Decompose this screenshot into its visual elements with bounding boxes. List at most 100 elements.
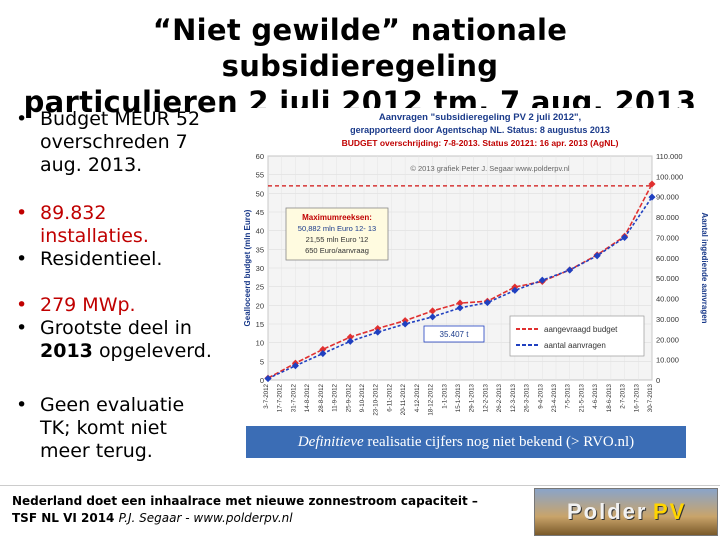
bullet-text: installaties.	[40, 225, 149, 247]
bullet-item: Geen evaluatie TK; komt niet meer terug.	[14, 394, 244, 463]
polderpv-logo: Polder PV	[534, 488, 718, 536]
y-right-tick: 110.000	[656, 152, 683, 161]
bullet-text: 279 MWp.	[40, 294, 136, 316]
x-tick: 6-11-2012	[386, 383, 393, 411]
x-tick: 18-12-2012	[428, 383, 435, 415]
bullet-text: 2013 opgeleverd.	[40, 340, 244, 363]
y-left-tick: 15	[256, 320, 264, 329]
bullet-item: Residentieel.	[14, 248, 244, 271]
x-tick: 3-7-2012	[263, 383, 270, 408]
y-left-tick: 30	[256, 264, 264, 273]
title-line-1: “Niet gewilde” nationale subsidieregelin…	[152, 13, 568, 83]
y-left-label: Gealloceerd budget (mln Euro)	[243, 209, 252, 326]
series-point	[566, 266, 574, 274]
y-left-tick: 60	[256, 152, 264, 161]
x-tick: 4-12-2012	[414, 383, 421, 412]
bullet-text: 89.832	[40, 202, 107, 224]
footer-event: TSF NL VI 2014	[12, 511, 115, 525]
y-left-tick: 50	[256, 189, 264, 198]
x-tick: 26-3-2013	[524, 383, 531, 412]
x-tick: 21-5-2013	[578, 383, 585, 412]
bullet-text: meer terug.	[40, 440, 153, 462]
bullet-evaluation: Geen evaluatie TK; komt niet meer terug.	[14, 394, 244, 463]
legend-label: aangevraagd budget	[544, 325, 618, 334]
bullet-text: overschreden 7	[40, 131, 188, 153]
x-tick: 12-2-2013	[482, 383, 489, 412]
y-left-tick: 0	[260, 376, 264, 385]
subsidy-chart: 605550454035302520151050110.000100.00090…	[240, 108, 710, 418]
footer-divider	[0, 485, 720, 486]
x-tick: 25-9-2012	[345, 383, 352, 412]
x-tick: 4-6-2013	[592, 383, 599, 408]
chart-title-line-1: Aanvragen "subsidieregeling PV 2 juli 20…	[379, 112, 581, 123]
y-right-tick: 90.000	[656, 193, 679, 202]
count-annotation-text: 35.407 t	[440, 330, 470, 339]
note-text: realisatie cijfers nog niet bekend (> RV…	[367, 434, 635, 450]
max-box-frame	[285, 207, 389, 261]
max-box-heading: Maximumreeksen:	[302, 213, 372, 222]
bullet-installations: 89.832 installaties. Residentieel.	[14, 202, 244, 271]
x-tick: 18-6-2013	[606, 383, 613, 412]
x-tick: 9-10-2012	[359, 383, 366, 412]
bullet-text: Residentieel.	[40, 248, 163, 270]
x-tick: 23-10-2012	[373, 383, 380, 415]
y-right-tick: 50.000	[656, 274, 679, 283]
y-right-tick: 40.000	[656, 295, 679, 304]
series-point	[648, 193, 656, 201]
y-right-tick: 80.000	[656, 213, 679, 222]
logo-word-2: PV	[653, 499, 687, 524]
bullet-budget: Budget MEUR 52 overschreden 7 aug. 2013.	[14, 108, 244, 177]
y-left-tick: 5	[260, 357, 264, 366]
x-tick: 30-7-2013	[647, 383, 654, 412]
y-right-tick: 70.000	[656, 233, 679, 242]
bullet-item: 89.832 installaties.	[14, 202, 244, 248]
max-box-line-1: 50,882 mln Euro 12- 13	[298, 224, 376, 233]
count-annotation: 35.407 t	[423, 325, 485, 343]
chart-axes: 605550454035302520151050110.000100.00090…	[243, 152, 709, 416]
y-right-tick: 60.000	[656, 254, 679, 263]
y-right-tick: 0	[656, 376, 660, 385]
x-tick: 29-1-2013	[469, 383, 476, 412]
y-left-tick: 20	[256, 301, 264, 310]
y-left-tick: 25	[256, 283, 264, 292]
x-tick: 9-4-2013	[537, 383, 544, 408]
y-left-tick: 35	[256, 245, 264, 254]
max-box: Maximumreeksen: 50,882 mln Euro 12- 13 2…	[285, 207, 389, 261]
chart-legend: aangevraagd budget aantal aanvragen	[509, 315, 645, 357]
chart-title-line-3: BUDGET overschrijding: 7-8-2013. Status …	[342, 138, 619, 148]
bullet-text: Budget MEUR 52	[40, 108, 201, 130]
bullet-text: aug. 2013.	[40, 154, 143, 176]
y-right-tick: 10.000	[656, 356, 679, 365]
footer-line-2: TSF NL VI 2014 P.J. Segaar - www.polderp…	[12, 510, 478, 527]
x-tick: 28-8-2012	[318, 383, 325, 412]
y-right-tick: 30.000	[656, 315, 679, 324]
bullet-item: Budget MEUR 52 overschreden 7 aug. 2013.	[14, 108, 244, 177]
logo-word-1: Polder	[567, 499, 648, 524]
y-right-tick: 20.000	[656, 335, 679, 344]
x-tick: 12-3-2013	[510, 383, 517, 412]
series-point	[648, 180, 656, 188]
chart-title: Aanvragen "subsidieregeling PV 2 juli 20…	[342, 112, 619, 173]
chart-series	[264, 180, 656, 383]
y-right-label: Aantal ingediende aanvragen	[700, 212, 709, 323]
bullet-item: 279 MWp.	[14, 294, 244, 317]
x-tick: 2-7-2013	[620, 383, 627, 408]
x-tick: 15-1-2013	[455, 383, 462, 412]
series-point	[264, 375, 272, 383]
series-point	[456, 304, 464, 312]
x-tick: 20-11-2012	[400, 383, 407, 415]
footer: Nederland doet een inhaalrace met nieuwe…	[12, 493, 478, 527]
count-annotation-frame	[423, 325, 485, 343]
definitive-note: Definitieve realisatie cijfers nog niet …	[246, 426, 686, 458]
series-point	[456, 299, 464, 307]
bullet-text: TK; komt niet	[40, 417, 167, 439]
x-tick: 17-7-2012	[277, 383, 284, 412]
y-right-tick: 100.000	[656, 172, 683, 181]
footer-author: P.J. Segaar - www.polderpv.nl	[118, 511, 293, 525]
y-left-tick: 10	[256, 339, 264, 348]
x-tick: 31-7-2012	[290, 383, 297, 412]
max-box-line-3: 650 Euro/aanvraag	[305, 246, 369, 255]
x-tick: 26-2-2013	[496, 383, 503, 412]
bullet-text-rest: opgeleverd.	[98, 340, 212, 362]
slide-title: “Niet gewilde” nationale subsidieregelin…	[10, 12, 710, 120]
